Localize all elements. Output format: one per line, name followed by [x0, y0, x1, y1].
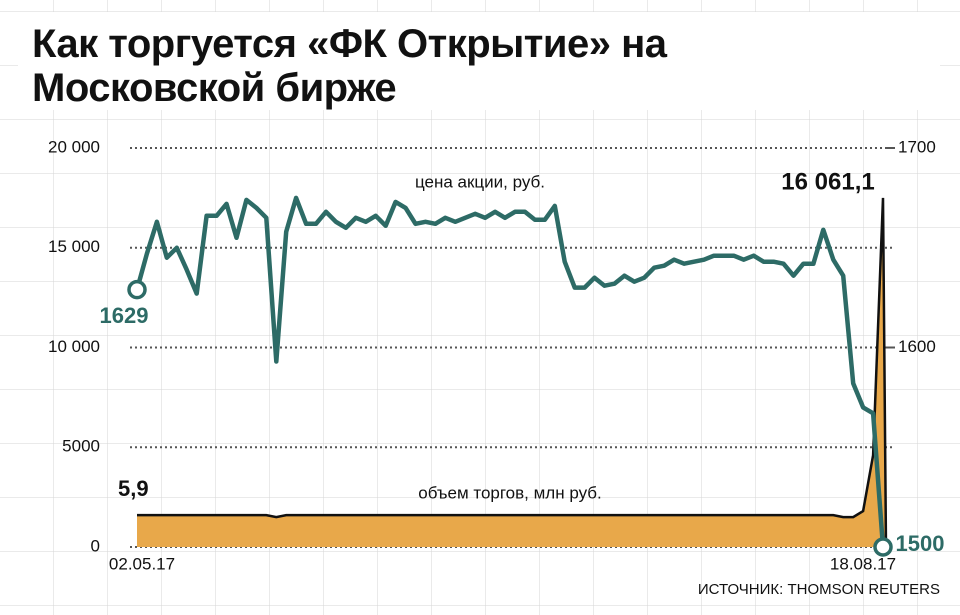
x-tick-label: 18.08.17 — [830, 554, 896, 573]
series-label: цена акции, руб. — [415, 172, 545, 191]
y-tick-label: 15 000 — [48, 237, 100, 256]
chart-title: Как торгуется «ФК Открытие» на Московско… — [32, 22, 667, 110]
annotation: 1629 — [100, 303, 149, 328]
y-tick-label: 20 000 — [48, 137, 100, 156]
x-tick-label: 02.05.17 — [109, 554, 175, 573]
annotation: 16 061,1 — [781, 168, 874, 195]
annotation: 5,9 — [118, 476, 149, 501]
endpoint-marker — [873, 537, 893, 557]
title-panel — [18, 12, 940, 110]
y-tick-label: 5000 — [62, 437, 100, 456]
source: ИСТОЧНИК: THOMSON REUTERS — [698, 581, 940, 598]
annotation: 1500 — [896, 531, 945, 556]
y2-tick-label: 1700 — [898, 137, 936, 156]
price-line — [134, 195, 886, 548]
y-tick-label: 0 — [91, 536, 100, 555]
y-tick-label: 10 000 — [48, 337, 100, 356]
series-label: объем торгов, млн руб. — [418, 483, 602, 502]
endpoint-marker — [127, 279, 147, 300]
volume-outline — [137, 197, 888, 548]
y2-tick-label: 1600 — [898, 337, 936, 356]
